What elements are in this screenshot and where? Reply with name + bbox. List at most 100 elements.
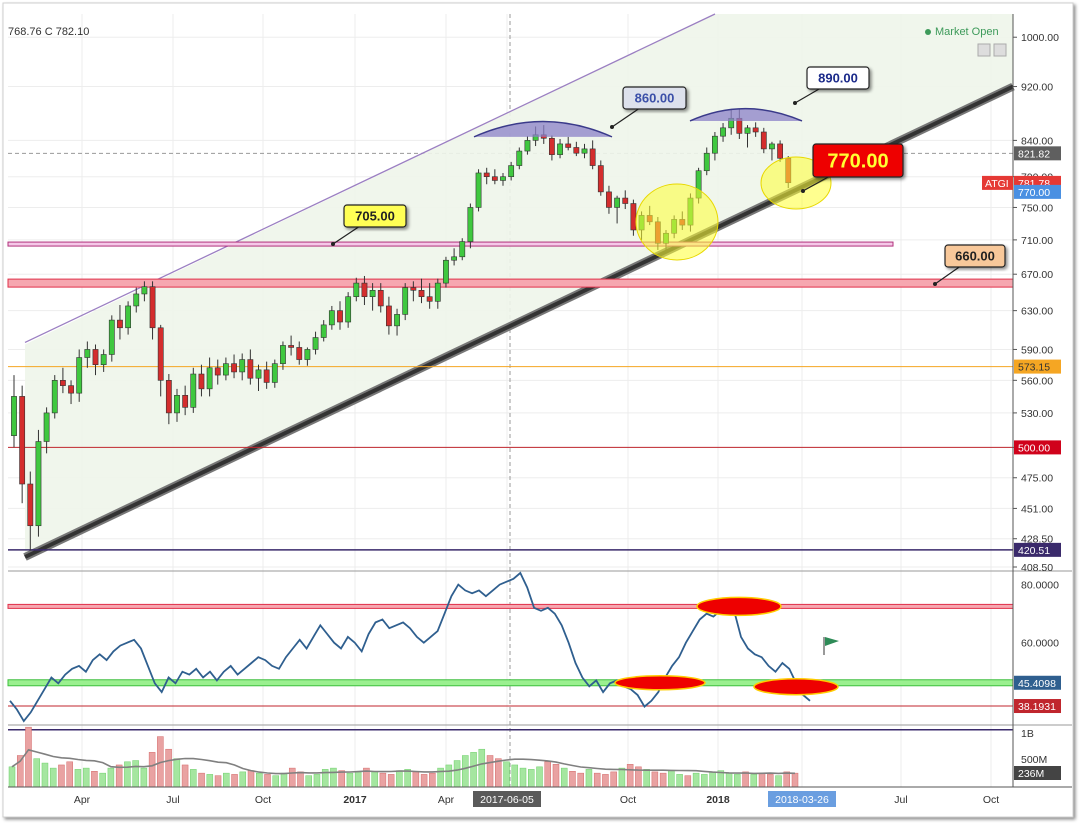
volume-bar xyxy=(140,767,148,788)
candle-body xyxy=(35,441,42,527)
callout-890-tip xyxy=(793,101,797,105)
candle-body xyxy=(59,380,66,386)
volume-bar xyxy=(99,772,106,788)
rsi-tag-38: 38.1931 xyxy=(1018,701,1056,713)
symbol-tag-bg xyxy=(982,175,1013,190)
volume-bar xyxy=(429,772,436,788)
candle-body xyxy=(573,147,580,154)
volume-bar xyxy=(585,769,593,788)
price-tag-500: 500.00 xyxy=(1018,442,1050,454)
price-tag-current-bg xyxy=(1014,146,1061,161)
candle-body xyxy=(345,296,352,323)
level-660-zone xyxy=(7,278,1014,288)
callout-705-box xyxy=(343,204,407,228)
volume-bar xyxy=(569,771,576,788)
candle-body xyxy=(263,369,270,383)
volume-bar xyxy=(25,726,32,788)
candle-body xyxy=(451,256,457,261)
candle-body xyxy=(402,287,409,315)
candle-body xyxy=(328,310,335,326)
x-tick-label: 2018 xyxy=(706,794,730,806)
candle-body xyxy=(377,290,384,307)
candle-body xyxy=(720,127,726,137)
y-tick-label: 1000.00 xyxy=(1021,32,1059,44)
volume-bar xyxy=(313,774,321,788)
volume-bar xyxy=(264,774,271,788)
volume-bar xyxy=(775,775,782,788)
volume-bar xyxy=(495,758,502,788)
candle-body xyxy=(206,367,213,390)
candle-body xyxy=(304,349,311,360)
volume-bar xyxy=(544,761,551,788)
volume-bar xyxy=(387,774,395,788)
candle-body xyxy=(418,290,425,298)
volume-bar xyxy=(626,764,634,788)
candle-body xyxy=(84,349,91,358)
volume-bar xyxy=(577,772,584,788)
volume-bar xyxy=(560,767,568,788)
candle-body xyxy=(557,143,563,155)
volume-bar xyxy=(198,772,205,788)
volume-bar xyxy=(190,769,197,788)
candle-body xyxy=(744,127,751,134)
x-tag-bg xyxy=(768,791,836,807)
volume-bar xyxy=(692,772,700,788)
callout-860-box xyxy=(622,86,687,110)
volume-tick-label: 1B xyxy=(1021,728,1034,740)
volume-bar xyxy=(231,774,238,788)
y-tick-label: 475.00 xyxy=(1021,473,1053,485)
rsi-tick-label: 80.0000 xyxy=(1021,580,1059,592)
volume-bar xyxy=(206,774,214,788)
candle-body xyxy=(19,396,26,485)
volume-bar xyxy=(256,772,263,788)
rsi-ellipse-top xyxy=(696,596,782,617)
candle-body xyxy=(508,165,515,178)
volume-bar xyxy=(536,766,543,788)
volume-bar xyxy=(758,772,766,788)
candle-body xyxy=(125,305,131,329)
candle-body xyxy=(27,483,34,527)
x-tick-label: Apr xyxy=(74,794,91,806)
candle-body xyxy=(92,349,99,365)
candle-body xyxy=(703,152,710,172)
rsi-ellipse-mid xyxy=(614,675,706,691)
x-tick-label: Apr xyxy=(438,794,455,806)
y-tick-label: 408.50 xyxy=(1021,562,1053,574)
rsi-tag-current: 45.4098 xyxy=(1018,678,1056,690)
candle-body xyxy=(369,290,376,298)
volume-bar xyxy=(132,760,139,788)
candle-body xyxy=(255,369,262,379)
candle-body xyxy=(475,172,482,208)
y-tick-label: 710.00 xyxy=(1021,235,1053,247)
candle-body xyxy=(271,363,278,383)
candle-body xyxy=(426,296,433,302)
candle-body xyxy=(777,143,783,159)
ohlc-readout: 768.76 C 782.10 xyxy=(8,26,90,38)
volume-bar xyxy=(610,771,617,788)
volume-bar xyxy=(701,774,708,788)
price-tag-500-bg xyxy=(1014,440,1061,455)
volume-bar xyxy=(618,767,626,788)
candle-body xyxy=(108,319,115,355)
candle-body xyxy=(214,367,221,376)
volume-bar xyxy=(181,764,189,788)
x-tick-label: Oct xyxy=(255,794,271,806)
candle-body xyxy=(589,148,596,166)
y-tick-label: 451.00 xyxy=(1021,503,1053,515)
volume-bar xyxy=(528,769,535,788)
price-tag-420-bg xyxy=(1014,542,1061,557)
market-status-label: Market Open xyxy=(935,26,999,38)
volume-bar xyxy=(643,769,650,788)
candle-body xyxy=(320,324,327,338)
highlight-circle-left xyxy=(635,183,719,261)
candle-body xyxy=(516,150,523,166)
x-tick-label: Jul xyxy=(166,794,179,806)
callout-860-tip xyxy=(610,125,614,129)
volume-bar xyxy=(486,755,494,788)
volume-bar xyxy=(74,769,82,788)
volume-bar xyxy=(412,771,420,788)
rsi-tag-current-bg xyxy=(1014,675,1061,690)
candle-body xyxy=(548,137,555,155)
volume-bar xyxy=(396,770,403,788)
candle-body xyxy=(443,259,449,284)
